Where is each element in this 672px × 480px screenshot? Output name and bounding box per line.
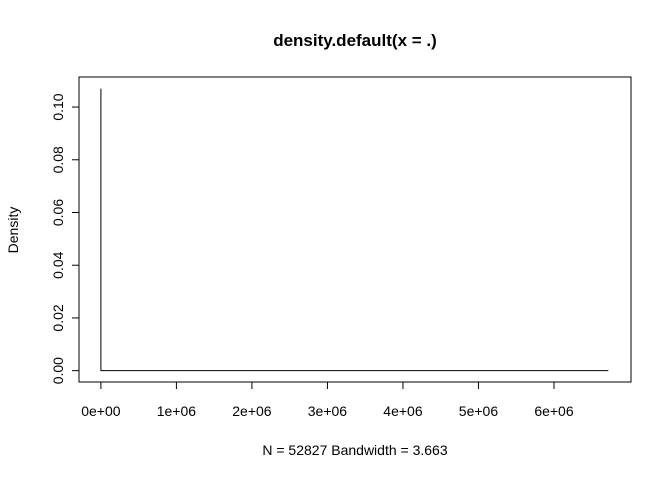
- y-tick-label: 0.00: [50, 357, 66, 384]
- density-line: [100, 88, 609, 372]
- chart-title: density.default(x = .): [273, 31, 437, 50]
- y-tick-label: 0.08: [50, 146, 66, 173]
- x-tick-label: 0e+00: [81, 403, 121, 419]
- x-axis: 0e+00 1e+06 2e+06 3e+06 4e+06 5e+06 6e+06: [81, 381, 574, 419]
- x-tick-label: 2e+06: [232, 403, 272, 419]
- x-tick-label: 4e+06: [383, 403, 423, 419]
- series-layer: [100, 88, 609, 372]
- y-tick-label: 0.10: [50, 93, 66, 120]
- y-axis: 0.00 0.02 0.04 0.06 0.08 0.10: [50, 93, 80, 384]
- x-axis-label: N = 52827 Bandwidth = 3.663: [262, 442, 447, 458]
- y-axis-label: Density: [5, 207, 21, 254]
- x-tick-label: 5e+06: [459, 403, 499, 419]
- x-tick-label: 3e+06: [308, 403, 348, 419]
- y-tick-label: 0.02: [50, 304, 66, 331]
- y-tick-label: 0.06: [50, 199, 66, 226]
- x-tick-label: 1e+06: [157, 403, 197, 419]
- y-tick-label: 0.04: [50, 251, 66, 278]
- plot-frame: [78, 76, 632, 383]
- x-tick-label: 6e+06: [534, 403, 574, 419]
